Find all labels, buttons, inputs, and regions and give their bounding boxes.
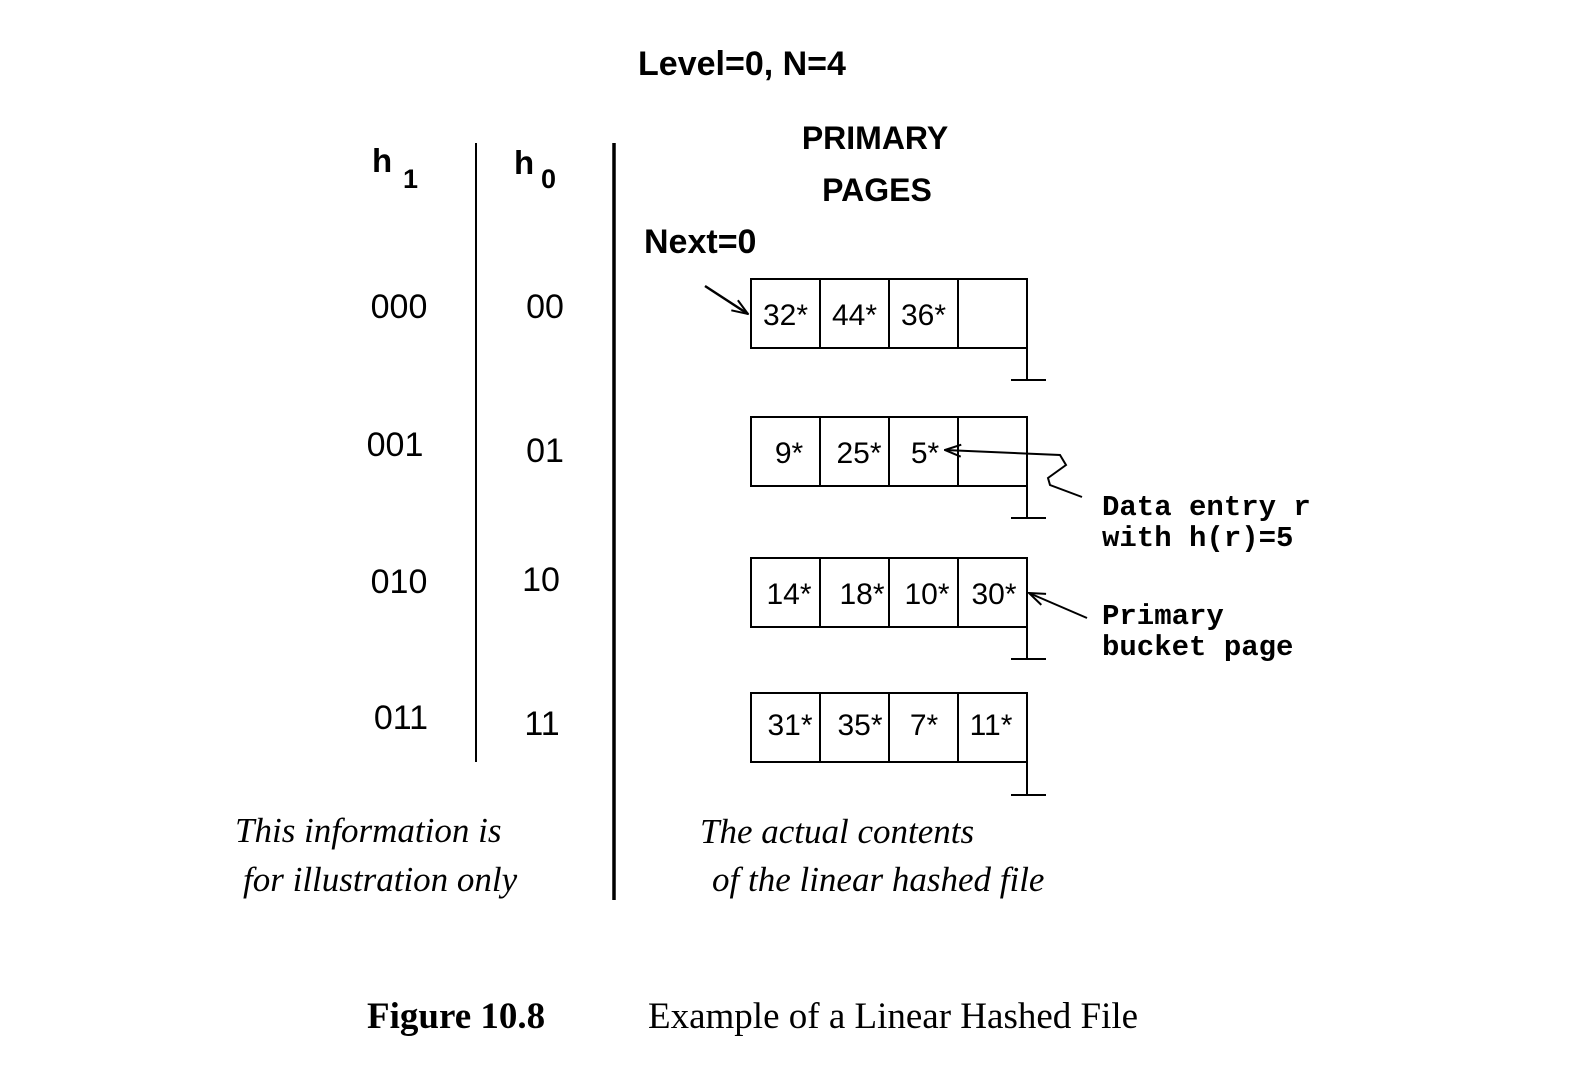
data-entry: 10* (904, 578, 949, 611)
h0-sub: 0 (541, 164, 556, 194)
data-entry-note-line1: Data entry r (1102, 491, 1311, 524)
data-entry: 32* (763, 299, 808, 332)
primary-bucket-note-line1: Primary (1102, 600, 1224, 633)
diagram-title: Level=0, N=4 (638, 45, 846, 83)
data-entry: 36* (901, 299, 946, 332)
data-entry-arrow (945, 450, 1083, 498)
h1-value: 001 (367, 426, 424, 464)
data-entry: 35* (837, 709, 882, 742)
bucket-page-0: 32* 44* 36* (750, 278, 1046, 381)
next-pointer-label: Next=0 (644, 223, 756, 261)
data-entry: 25* (836, 437, 881, 470)
data-entry: 11* (970, 709, 1013, 742)
data-entry: 31* (767, 709, 812, 742)
h0-header: h 0 (514, 144, 556, 194)
h0-value: 10 (522, 561, 560, 599)
bucket-page-3: 31* 35* 7* 11* (750, 692, 1046, 796)
data-entry: 9* (775, 437, 804, 470)
h0-value: 00 (526, 288, 564, 326)
left-note-line2: for illustration only (243, 860, 518, 899)
h0-value: 01 (526, 432, 564, 470)
h1-value: 011 (374, 699, 428, 737)
h0-base: h (514, 144, 534, 181)
data-entry-note-line2: with h(r)=5 (1102, 522, 1293, 555)
h0-value: 11 (524, 705, 559, 743)
figure-caption: Example of a Linear Hashed File (648, 996, 1138, 1037)
right-note-line1: The actual contents (700, 812, 974, 851)
data-entry: 7* (910, 709, 939, 742)
h1-value: 010 (371, 563, 428, 601)
right-note-line2: of the linear hashed file (712, 860, 1044, 899)
data-entry: 30* (971, 578, 1016, 611)
bucket-page-1: 9* 25* 5* (750, 416, 1046, 519)
next-pointer-arrow (704, 284, 748, 314)
primary-bucket-arrow (1029, 593, 1088, 619)
data-entry: 5* (911, 437, 940, 470)
primary-bucket-note-line2: bucket page (1102, 631, 1293, 664)
data-entry: 14* (766, 578, 811, 611)
h1-header: h 1 (372, 142, 418, 194)
bucket-page-2: 14* 18* 10* 30* (750, 557, 1046, 660)
primary-pages-label-line2: PAGES (822, 172, 932, 208)
data-entry: 18* (839, 578, 884, 611)
h1-base: h (372, 142, 392, 179)
left-note-line1: This information is (235, 811, 501, 850)
data-entry: 44* (832, 299, 877, 332)
figure-label: Figure 10.8 (367, 996, 545, 1037)
primary-pages-label-line1: PRIMARY (802, 120, 948, 156)
h1-value: 000 (371, 288, 428, 326)
h1-sub: 1 (403, 164, 418, 194)
